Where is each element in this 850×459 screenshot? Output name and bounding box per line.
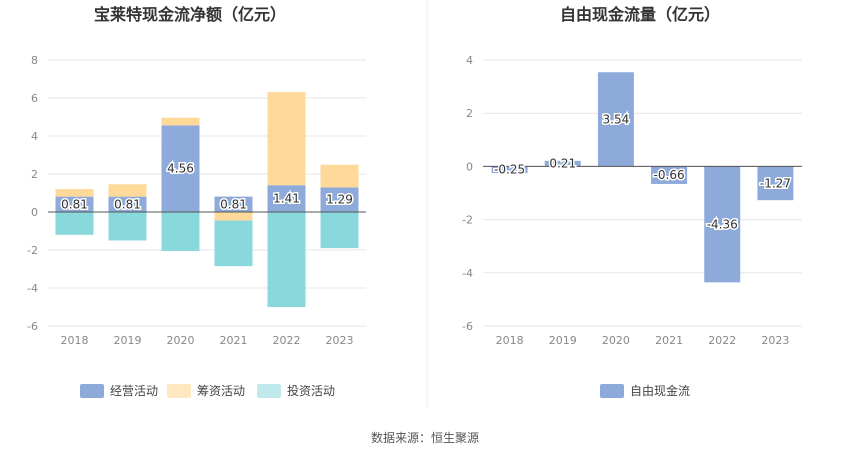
y-tick-label: 4 (31, 130, 38, 143)
data-label-自由现金流-2019: 0.21 (549, 157, 576, 171)
legend-swatch-筹资活动 (167, 384, 191, 398)
x-tick-label: 2023 (761, 334, 789, 347)
bar-筹资活动-2019 (108, 184, 147, 197)
bar-经营活动-2022 (267, 185, 306, 212)
bar-经营活动-2018 (55, 196, 94, 212)
data-label-自由现金流-2021: -0.66 (654, 168, 685, 182)
bar-经营活动-2023 (320, 187, 359, 212)
y-tick-label: 8 (31, 54, 38, 67)
bar-筹资活动-2018 (55, 189, 94, 197)
y-tick-label: 4 (466, 54, 473, 67)
x-tick-label: 2022 (708, 334, 736, 347)
legend-label-投资活动: 投资活动 (287, 383, 335, 398)
bar-自由现金流-2021 (651, 166, 688, 184)
x-tick-label: 2022 (273, 334, 301, 347)
bar-投资活动-2022 (267, 212, 306, 307)
y-tick-label: -4 (27, 282, 38, 295)
data-label-经营活动-2022: 1.41 (273, 192, 300, 206)
data-label-自由现金流-2023: -1.27 (760, 176, 791, 190)
bar-投资活动-2019 (108, 212, 147, 241)
y-tick-label: 2 (466, 107, 473, 120)
x-tick-label: 2018 (61, 334, 89, 347)
data-label-经营活动-2023: 1.29 (326, 193, 353, 207)
y-tick-label: -4 (462, 267, 473, 280)
x-tick-label: 2020 (167, 334, 195, 347)
x-tick-label: 2023 (326, 334, 354, 347)
y-tick-label: 0 (466, 160, 473, 173)
x-tick-label: 2021 (220, 334, 248, 347)
x-tick-label: 2019 (549, 334, 577, 347)
bar-投资活动-2018 (55, 212, 94, 235)
bar-筹资活动-2021 (214, 212, 253, 221)
y-tick-label: -2 (27, 244, 38, 257)
chart-title: 自由现金流量（亿元） (560, 5, 720, 24)
data-label-经营活动-2020: 4.56 (167, 162, 194, 176)
data-label-自由现金流-2022: -4.36 (707, 217, 738, 231)
y-tick-label: -6 (462, 320, 473, 333)
data-label-经营活动-2021: 0.81 (220, 197, 247, 211)
chart-1: 宝莱特现金流净额（亿元） -6 -4 -2 0 2 4 6 8 2018 2019 2020 2021 2… (27, 5, 366, 398)
y-tick-label: 6 (31, 92, 38, 105)
legend-swatch-投资活动 (257, 384, 281, 398)
data-label-自由现金流-2018: -0.25 (494, 163, 525, 177)
bar-自由现金流-2022 (704, 166, 741, 283)
legend-label-筹资活动: 筹资活动 (197, 384, 245, 398)
legend-label-自由现金流: 自由现金流 (630, 383, 690, 398)
chart-2: 自由现金流量（亿元） -6 -4 -2 0 2 4 2018 2019 2020 2021 2022 2… (462, 5, 802, 398)
y-tick-label: 0 (31, 206, 38, 219)
y-tick-label: -2 (462, 214, 473, 227)
bar-投资活动-2020 (161, 212, 200, 251)
bar-经营活动-2019 (108, 196, 147, 212)
x-tick-label: 2018 (496, 334, 524, 347)
bar-投资活动-2023 (320, 212, 359, 249)
data-label-经营活动-2019: 0.81 (114, 197, 141, 211)
x-tick-label: 2021 (655, 334, 683, 347)
bar-自由现金流-2019 (544, 160, 581, 167)
data-source-label: 数据来源：恒生聚源 (371, 430, 479, 445)
x-tick-label: 2019 (114, 334, 142, 347)
bar-经营活动-2020 (161, 125, 200, 212)
bar-自由现金流-2023 (757, 166, 794, 201)
y-tick-label: 2 (31, 168, 38, 181)
bar-自由现金流-2018 (491, 166, 528, 174)
bar-自由现金流-2020 (597, 72, 634, 167)
legend-label-经营活动: 经营活动 (110, 384, 158, 398)
chart-title: 宝莱特现金流净额（亿元） (94, 5, 286, 24)
data-label-经营活动-2018: 0.81 (61, 197, 88, 211)
x-tick-label: 2020 (602, 334, 630, 347)
bar-筹资活动-2022 (267, 92, 306, 186)
bar-经营活动-2021 (214, 196, 253, 212)
bar-筹资活动-2023 (320, 164, 359, 188)
legend-swatch-自由现金流 (600, 384, 624, 398)
y-tick-label: -6 (27, 320, 38, 333)
bar-筹资活动-2020 (161, 117, 200, 126)
legend-swatch-经营活动 (80, 384, 104, 398)
data-label-自由现金流-2020: 3.54 (603, 112, 630, 126)
bar-投资活动-2021 (214, 220, 253, 267)
